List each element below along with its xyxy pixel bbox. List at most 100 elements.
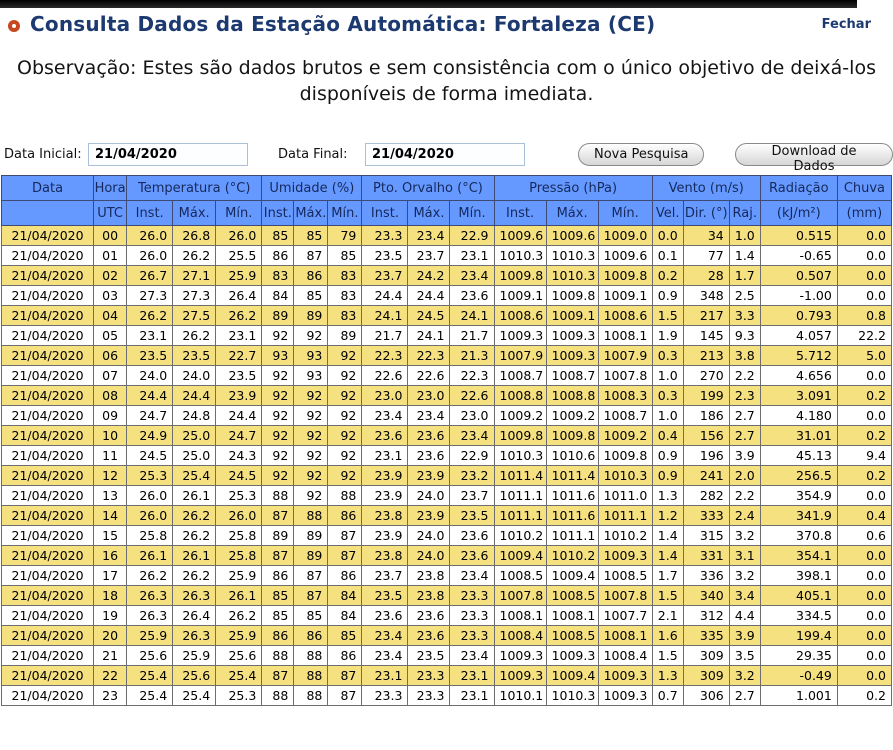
value-cell: 2.7	[728, 405, 761, 426]
value-cell: 306	[682, 685, 730, 706]
table-row: 21/04/2020 12 25.3 25.4 24.5 92 92 92 23.9 23.9 23…	[0, 465, 893, 486]
value-cell: -0.49	[759, 665, 838, 686]
value-cell: 398.1	[759, 565, 838, 586]
value-cell: 0.0	[836, 565, 893, 586]
value-cell: 87	[261, 505, 295, 526]
value-cell: 23.9	[361, 465, 409, 486]
close-link[interactable]: Fechar	[821, 17, 871, 32]
value-cell: 0.4	[651, 425, 684, 446]
value-cell: 1009.3	[493, 665, 547, 686]
new-search-button[interactable]: Nova Pesquisa	[578, 143, 705, 166]
value-cell: 1009.8	[597, 265, 653, 286]
value-cell: 26.3	[172, 585, 217, 606]
value-cell: 23.5	[449, 505, 495, 526]
value-cell: 25.4	[126, 685, 174, 706]
value-cell: 23.7	[449, 485, 495, 506]
value-cell: 23.0	[449, 405, 495, 426]
value-cell: 45.13	[759, 445, 838, 466]
value-cell: 1008.6	[597, 305, 653, 326]
value-cell: 84	[261, 285, 295, 306]
value-cell: 26.1	[126, 545, 174, 566]
value-cell: 26.2	[172, 505, 217, 526]
value-cell: 25.3	[215, 685, 263, 706]
value-cell: 1007.8	[597, 585, 653, 606]
value-cell: 334.5	[759, 605, 838, 626]
page-title: Consulta Dados da Estação Automática: Fo…	[30, 12, 656, 36]
value-cell: 1009.1	[545, 305, 599, 326]
value-cell: 86	[327, 645, 363, 666]
value-cell: 1011.6	[545, 505, 599, 526]
value-cell: 2.1	[651, 605, 684, 626]
value-cell: 88	[327, 485, 363, 506]
download-data-button[interactable]: Download de Dados	[735, 143, 893, 174]
value-cell: 0.6	[836, 525, 893, 546]
value-cell: 24.9	[126, 425, 174, 446]
value-cell: 4.180	[759, 405, 838, 426]
hour-cell: 22	[93, 665, 128, 686]
value-cell: 1.7	[728, 265, 761, 286]
value-cell: 26.8	[172, 225, 217, 246]
value-cell: 23.7	[407, 245, 451, 266]
value-cell: 23.6	[449, 545, 495, 566]
column-subheader: Máx.	[407, 200, 451, 226]
column-subheader: Inst.	[361, 200, 409, 226]
title-bar: Consulta Dados da Estação Automática: Fo…	[0, 12, 893, 42]
end-date-input[interactable]	[365, 143, 525, 166]
hour-cell: 06	[93, 345, 128, 366]
value-cell: 1.4	[651, 525, 684, 546]
table-row: 21/04/2020 01 26.0 26.2 25.5 86 87 85 23.5 23.7 23…	[0, 245, 893, 266]
value-cell: 23.9	[407, 505, 451, 526]
value-cell: 23.1	[361, 665, 409, 686]
value-cell: 331	[682, 545, 730, 566]
value-cell: 1011.4	[493, 465, 547, 486]
value-cell: 92	[293, 445, 329, 466]
value-cell: 1.3	[651, 485, 684, 506]
value-cell: 23.4	[361, 405, 409, 426]
value-cell: 1008.7	[493, 365, 547, 386]
value-cell: 26.0	[126, 245, 174, 266]
value-cell: 1009.8	[545, 285, 599, 306]
value-cell: 23.3	[449, 625, 495, 646]
value-cell: 1007.8	[597, 365, 653, 386]
value-cell: 0.9	[651, 465, 684, 486]
value-cell: 23.7	[361, 265, 409, 286]
date-cell: 21/04/2020	[0, 465, 95, 486]
column-subheader: Máx.	[293, 200, 329, 226]
value-cell: 24.7	[215, 425, 263, 446]
value-cell: 1009.4	[493, 545, 547, 566]
value-cell: 1007.7	[597, 605, 653, 626]
table-row: 21/04/2020 21 25.6 25.9 25.6 88 88 86 23.4 23.5 23…	[0, 645, 893, 666]
value-cell: 1008.5	[545, 585, 599, 606]
table-row: 21/04/2020 05 23.1 26.2 23.1 92 92 89 21.7 24.1 21…	[0, 325, 893, 346]
value-cell: 88	[293, 645, 329, 666]
value-cell: 348	[682, 285, 730, 306]
value-cell: 4.4	[728, 605, 761, 626]
value-cell: 25.0	[172, 445, 217, 466]
value-cell: 23.4	[449, 565, 495, 586]
date-cell: 21/04/2020	[0, 605, 95, 626]
value-cell: 0.3	[651, 345, 684, 366]
start-date-input[interactable]	[88, 143, 248, 166]
value-cell: 93	[293, 345, 329, 366]
value-cell: 2.0	[728, 465, 761, 486]
value-cell: 1008.1	[597, 625, 653, 646]
value-cell: 1009.2	[597, 425, 653, 446]
value-cell: 23.9	[215, 385, 263, 406]
date-cell: 21/04/2020	[0, 305, 95, 326]
value-cell: 256.5	[759, 465, 838, 486]
value-cell: 29.35	[759, 645, 838, 666]
value-cell: 1008.5	[493, 565, 547, 586]
value-cell: 1007.9	[493, 345, 547, 366]
value-cell: 23.5	[361, 245, 409, 266]
value-cell: 0.0	[836, 665, 893, 686]
value-cell: 25.9	[215, 625, 263, 646]
hour-cell: 03	[93, 285, 128, 306]
value-cell: 26.0	[215, 225, 263, 246]
value-cell: 1010.1	[493, 685, 547, 706]
value-cell: 217	[682, 305, 730, 326]
value-cell: 0.0	[836, 645, 893, 666]
value-cell: 1011.0	[597, 485, 653, 506]
value-cell: 1.5	[651, 305, 684, 326]
value-cell: 89	[293, 545, 329, 566]
column-group-header: Data	[0, 175, 95, 201]
